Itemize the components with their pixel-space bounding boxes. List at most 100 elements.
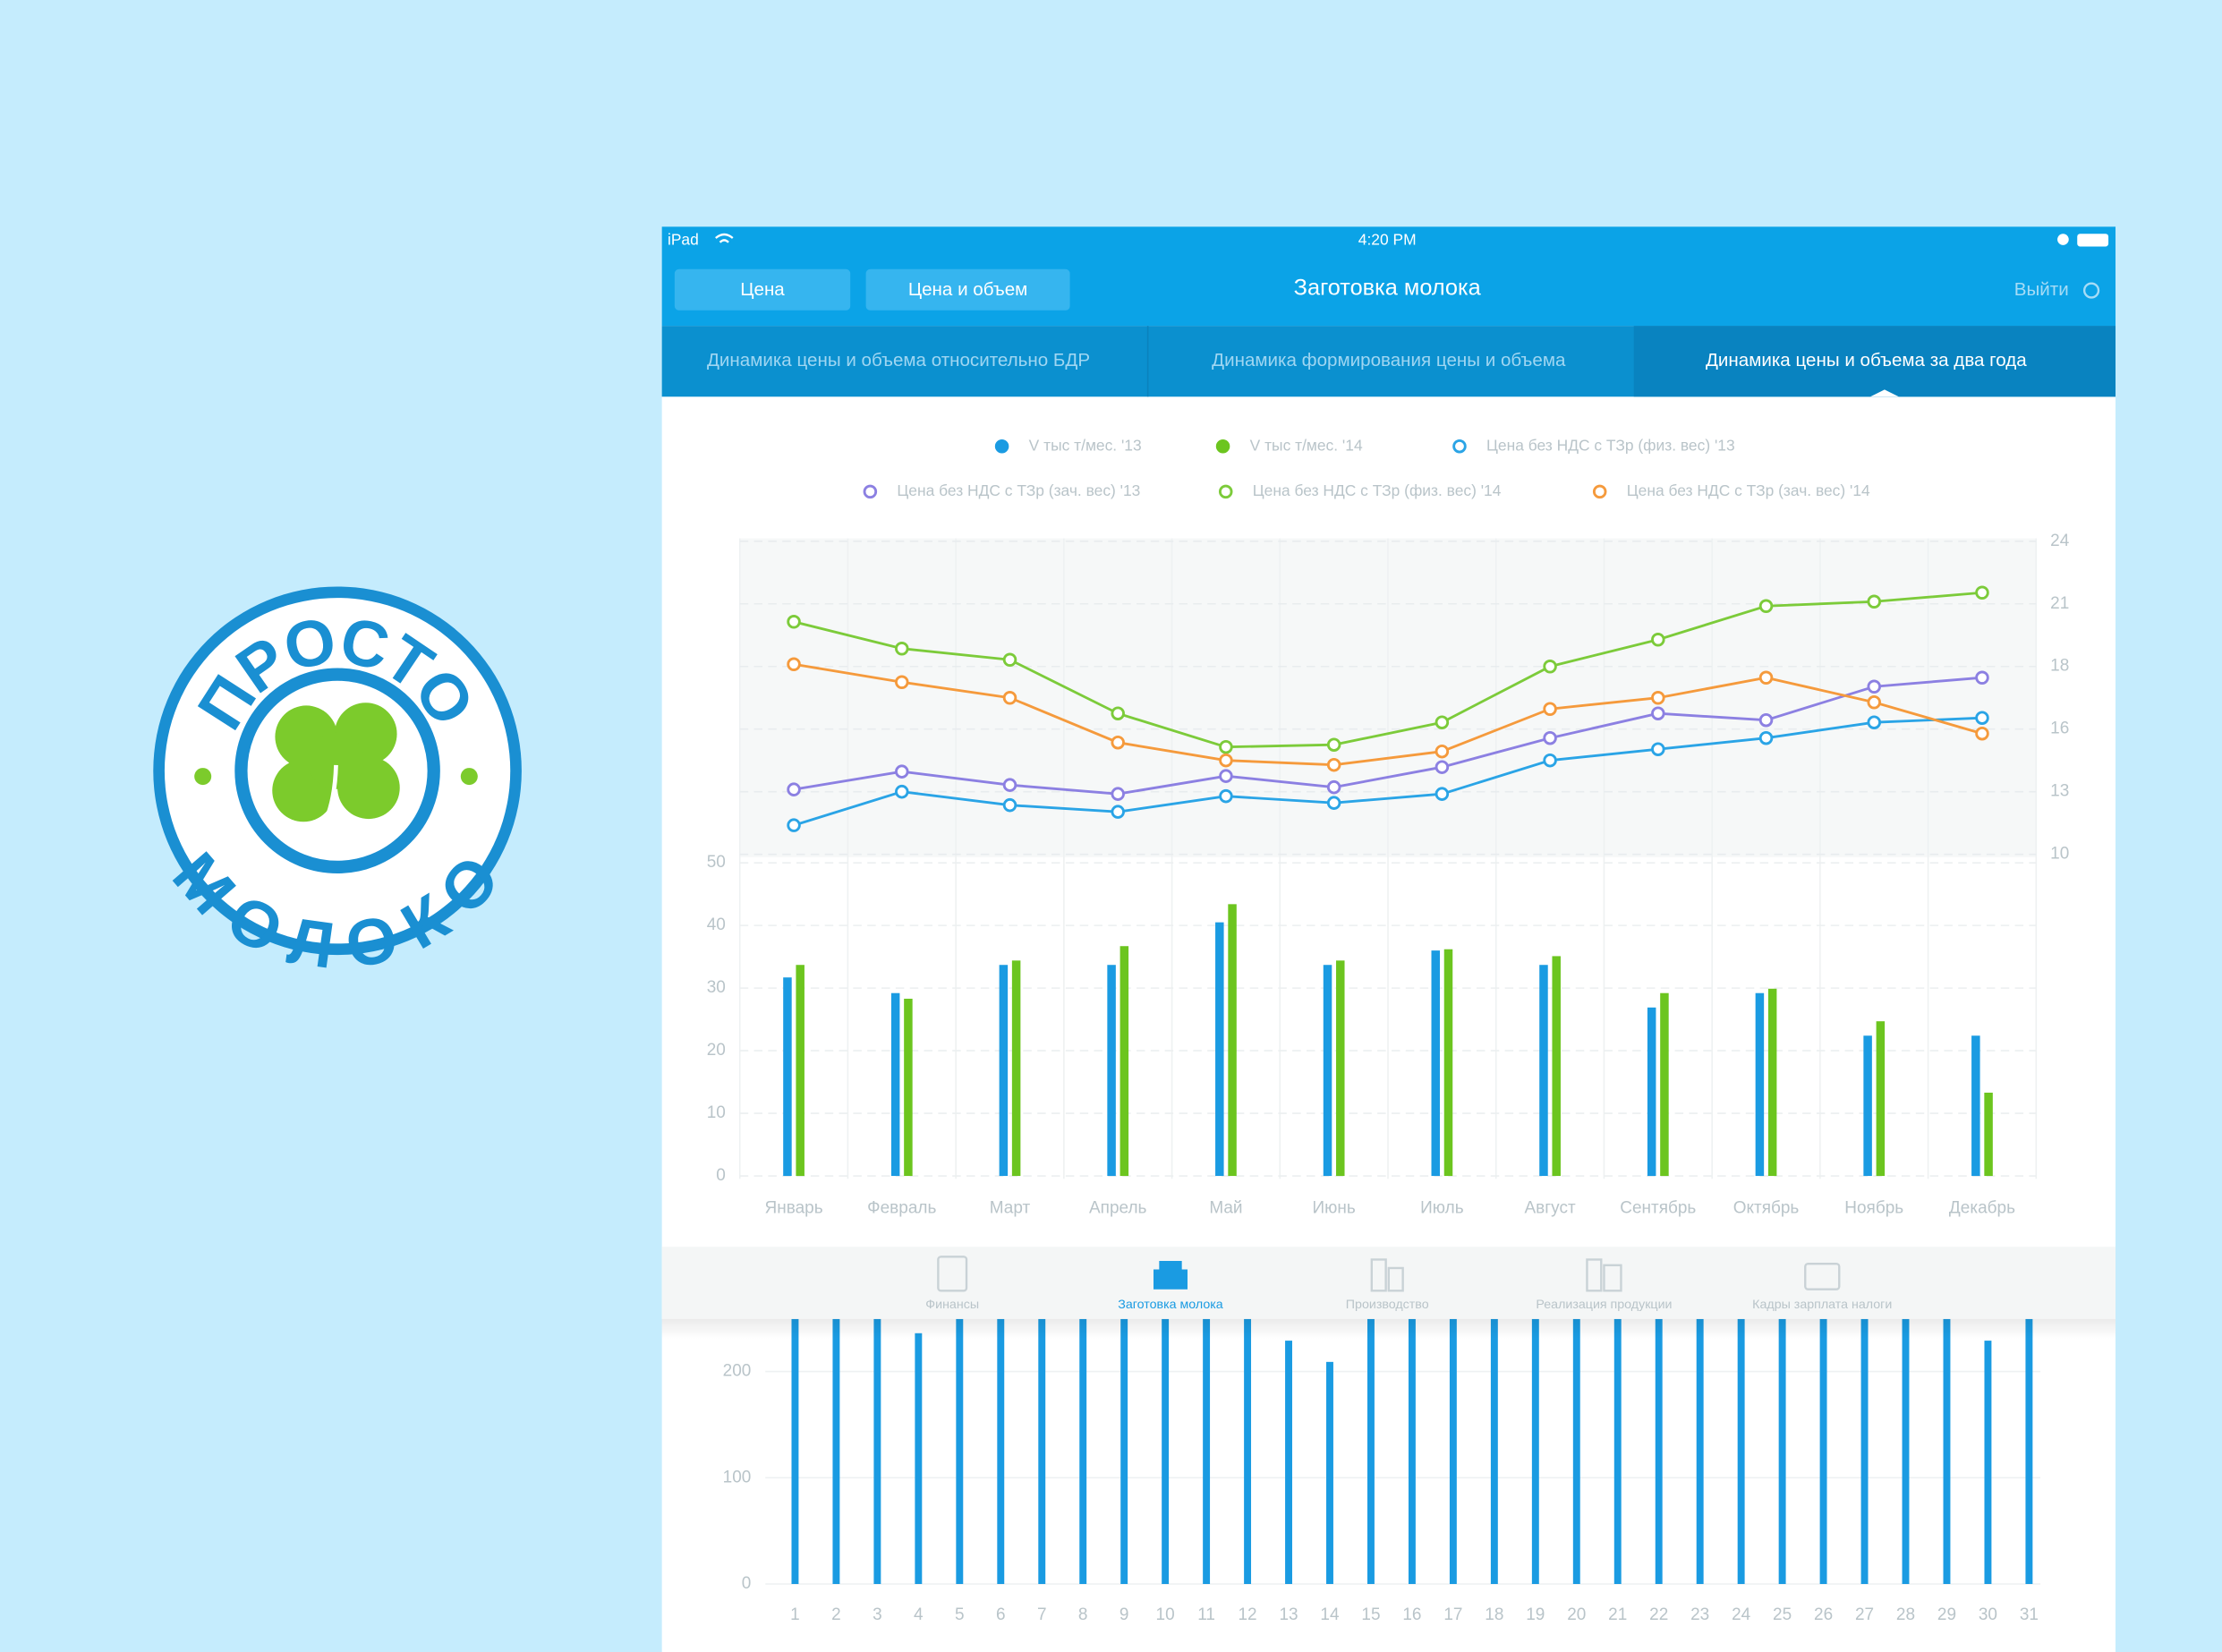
price-volume-button-label[interactable]: Цена и объем [908,279,1027,300]
point [1002,778,1017,792]
point [1975,670,1989,685]
bar [1984,1341,1992,1585]
point [1219,739,1233,754]
bar [1971,1035,1980,1177]
tab[interactable]: Динамика формирования цены и объема [1212,350,1566,370]
point [1975,726,1989,741]
bar [1539,965,1548,1177]
bar [1696,1318,1704,1585]
x-tick-label: 4 [914,1605,924,1624]
logout[interactable]: Выйти [2014,279,2069,300]
x-tick-label: 20 [1567,1605,1586,1624]
x-tick-label: 1 [790,1605,800,1624]
legend-label: Цена без НДС с ТЗр (зач. вес) '13 [897,481,1140,499]
bar [1079,1318,1087,1585]
tab-item[interactable]: Кадры зарплата налоги [1752,1298,1892,1312]
y2-tick-label: 24 [2050,532,2069,550]
x-tick-label: 3 [873,1605,882,1624]
legend-label: Цена без НДС с ТЗр (физ. вес) '13 [1486,436,1735,454]
bar [1737,1318,1745,1585]
x-tick-label: Декабрь [1949,1198,2015,1217]
x-tick-label: 7 [1037,1605,1047,1624]
bar [1367,1318,1375,1585]
x-tick-label: Июль [1420,1198,1464,1217]
bar [783,977,792,1177]
bar [1443,949,1453,1177]
bar [1038,1318,1046,1585]
y-tick-label: 0 [716,1166,726,1185]
legend-marker [994,439,1009,454]
bar [904,999,913,1177]
tab-item[interactable]: Заготовка молока [1118,1298,1223,1312]
point [1219,753,1233,768]
legend-label: V тыс т/мес. '14 [1250,436,1363,454]
y2-tick-label: 10 [2050,845,2069,864]
point [1435,744,1450,759]
price-button[interactable] [674,268,851,311]
y-tick-label: 200 [723,1362,752,1381]
x-tick-label: 28 [1896,1605,1915,1624]
x-tick-label: 12 [1239,1605,1257,1624]
price-button-label[interactable]: Цена [740,279,785,300]
y-tick-label: 50 [707,853,726,872]
point [1326,796,1341,810]
bar [1323,965,1332,1177]
bar [1107,965,1116,1177]
x-tick-label: 22 [1649,1605,1668,1624]
tab-item[interactable]: Реализация продукции [1536,1298,1672,1312]
y2-tick-label: 13 [2050,782,2069,801]
x-tick-label: 31 [2020,1605,2039,1624]
point [1326,757,1341,772]
point [1975,711,1989,725]
point [787,782,801,796]
y2-tick-label: 18 [2050,657,2069,676]
line [793,676,1983,796]
point [1543,730,1557,745]
bar [1408,1318,1416,1585]
x-tick-label: 18 [1485,1605,1503,1624]
x-tick-label: 25 [1773,1605,1792,1624]
x-tick-label: 9 [1120,1605,1129,1624]
bar [1531,1318,1539,1585]
bar [1120,1318,1128,1585]
x-tick-label: Апрель [1089,1198,1147,1217]
x-tick-label: 6 [996,1605,1006,1624]
bar [915,1333,923,1585]
tab-item[interactable]: Производство [1346,1298,1429,1312]
point [1651,632,1665,647]
bar [1860,1318,1869,1585]
bar [999,965,1009,1177]
line [793,591,1983,749]
logo: ПРОСТО МОЛОКО [153,586,522,984]
bar [1660,992,1669,1177]
price-volume-button[interactable] [865,268,1070,311]
point [1435,715,1450,729]
x-tick-label: Октябрь [1733,1198,1800,1217]
x-tick-label: 13 [1279,1605,1298,1624]
tab[interactable]: Динамика цены и объема за два года [1706,350,2027,370]
legend-marker [1452,439,1467,454]
point [1651,690,1665,705]
bar [1819,1318,1827,1585]
x-tick-label: 19 [1526,1605,1545,1624]
tab-bar: Финансы Заготовка молока Производство Ре… [661,1247,2116,1340]
point [1111,787,1125,801]
point [895,641,909,656]
line [793,716,1983,827]
y2-tick-label: 16 [2050,720,2069,738]
bar [1162,1318,1170,1585]
active-tab[interactable] [1633,326,2116,397]
x-tick-label: 21 [1608,1605,1627,1624]
y2-tick-label: 21 [2050,594,2069,613]
bar [1778,1318,1786,1585]
bar [1215,922,1224,1177]
tab-item[interactable]: Финансы [925,1298,979,1312]
bar [2025,1318,2033,1585]
device-label: iPad [668,231,699,249]
tab[interactable]: Динамика цены и объема относительно БДР [707,350,1090,370]
point [1435,787,1450,801]
legend-label: V тыс т/мес. '13 [1029,436,1142,454]
point [1758,599,1774,614]
